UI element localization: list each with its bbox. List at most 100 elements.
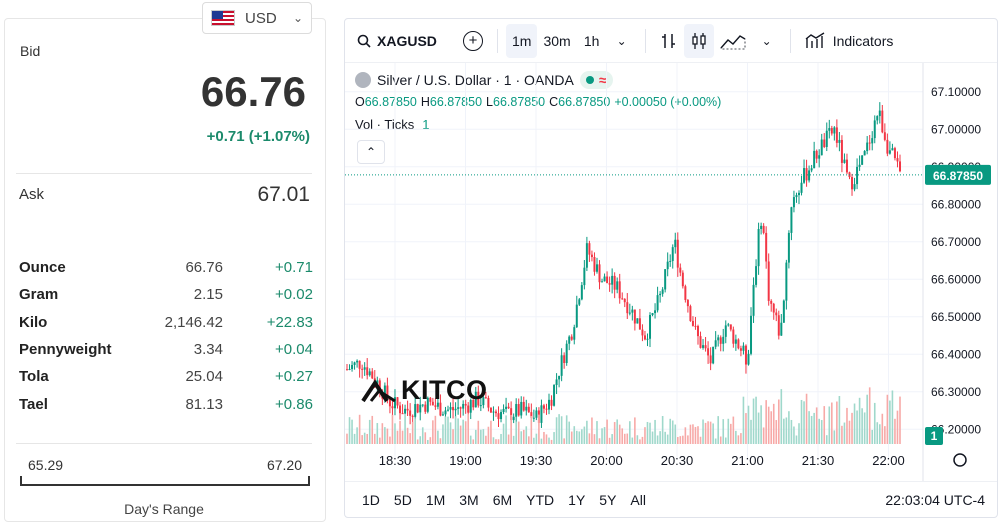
candle-body (368, 371, 371, 376)
silver-symbol-icon (355, 72, 371, 88)
candle-body (356, 360, 359, 363)
compare-button[interactable]: + (457, 24, 489, 58)
candle-body (411, 415, 414, 417)
volume-bar (533, 437, 535, 444)
candle-body (535, 410, 538, 418)
candle-body (747, 353, 750, 365)
volume-bar (613, 422, 616, 444)
candles-button[interactable] (683, 23, 714, 58)
range-1m[interactable]: 1M (425, 491, 446, 508)
candle-body (866, 142, 869, 152)
volume-bar (522, 429, 525, 444)
symbol-search[interactable]: XAGUSD (345, 33, 457, 49)
candle-body (742, 345, 745, 351)
volume-bar (449, 422, 452, 444)
candle-body (598, 264, 601, 283)
volume-bar (356, 427, 358, 444)
candle-body (510, 408, 513, 421)
kitco-logo-text: KITCO (401, 375, 488, 405)
collapse-legend-button[interactable]: ⌃ (357, 140, 385, 164)
range-3m[interactable]: 3M (459, 491, 479, 508)
candle-body (383, 385, 386, 399)
volume-bar (528, 436, 530, 444)
chart-style-dropdown[interactable]: ⌄ (752, 24, 782, 58)
volume-bar (346, 433, 348, 444)
volume-bar (666, 434, 669, 444)
candle-body (707, 348, 710, 356)
indicators-button[interactable]: Indicators (799, 24, 900, 58)
volume-bar (704, 422, 707, 444)
candle-body (404, 408, 407, 414)
volume-bar (419, 436, 422, 444)
candle-body (643, 335, 646, 340)
volume-bar (474, 429, 477, 444)
candle-body (462, 403, 465, 409)
area-style-button[interactable] (714, 24, 752, 58)
volume-bar (373, 433, 376, 444)
candle-body (883, 132, 886, 140)
candle-body (654, 310, 657, 314)
interval-dropdown[interactable]: ⌄ (607, 24, 637, 58)
candle-body (386, 385, 389, 400)
unit-row: Pennyweight 3.34 +0.04 (19, 336, 313, 363)
candle-body (464, 403, 467, 406)
volume-bar (447, 416, 449, 444)
unit-value: 81.13 (185, 395, 223, 413)
price-chart[interactable]: 67.1000067.0000066.9000066.8000066.70000… (345, 63, 998, 481)
currency-selector[interactable]: USD ⌄ (202, 2, 312, 34)
unit-table: Ounce 66.76 +0.71 Gram 2.15 +0.02 Kilo 2… (19, 254, 313, 418)
volume-bar (841, 425, 843, 444)
market-status-badge[interactable]: ≈ (579, 71, 613, 89)
volume-bar (762, 427, 765, 444)
volume-bar (631, 437, 634, 444)
candle-body (856, 166, 859, 185)
candle-body (550, 399, 553, 406)
indicators-icon (805, 31, 825, 48)
volume-bar (540, 438, 543, 444)
volume-bar (623, 433, 626, 444)
candle-body (656, 295, 659, 311)
range-ytd[interactable]: YTD (526, 491, 555, 508)
candle-body (431, 401, 434, 406)
ohlc-open: 66.87850 (364, 95, 417, 109)
candle-body (568, 336, 571, 344)
volume-bar (439, 438, 442, 444)
candle-body (474, 391, 477, 408)
range-6m[interactable]: 6M (492, 491, 513, 508)
candles-icon (692, 32, 706, 49)
settings-gear-icon[interactable] (953, 453, 967, 467)
candle-body (421, 404, 424, 406)
candle-body (896, 158, 899, 162)
candle-body (800, 182, 803, 193)
candle-body (585, 243, 588, 268)
candle-body (517, 404, 520, 416)
range-all[interactable]: All (630, 491, 646, 508)
candle-body (391, 406, 394, 409)
interval-1m[interactable]: 1m (506, 23, 538, 58)
interval-1h[interactable]: 1h (583, 32, 600, 49)
candle-body (681, 272, 684, 287)
range-5y[interactable]: 5Y (599, 491, 617, 508)
volume-bar (618, 424, 621, 444)
volume-bar (421, 427, 424, 444)
volume-bar (404, 414, 406, 444)
y-tick-label: 66.20000 (931, 422, 981, 436)
ohlc-row: O 66.87850 H 66.87850 L 66.87850 C 66.87850 … (355, 95, 722, 109)
volume-bar (803, 401, 805, 444)
days-range-low: 65.29 (28, 457, 64, 473)
bar-style-button[interactable] (654, 24, 684, 58)
range-1y[interactable]: 1Y (568, 491, 586, 508)
chevron-up-icon: ⌃ (365, 145, 377, 159)
range-1d[interactable]: 1D (362, 491, 380, 508)
volume-bar (676, 437, 679, 444)
candle-body (401, 413, 404, 415)
candle-body (744, 345, 747, 365)
volume-bar (722, 419, 725, 444)
range-5d[interactable]: 5D (393, 491, 412, 508)
candle-body (628, 312, 631, 314)
volume-bar (348, 417, 351, 444)
interval-30m[interactable]: 30m (543, 32, 571, 49)
volume-legend: Vol · Ticks 1 (355, 113, 725, 135)
y-tick-label: 66.60000 (931, 272, 981, 286)
volume-bar (457, 418, 459, 444)
